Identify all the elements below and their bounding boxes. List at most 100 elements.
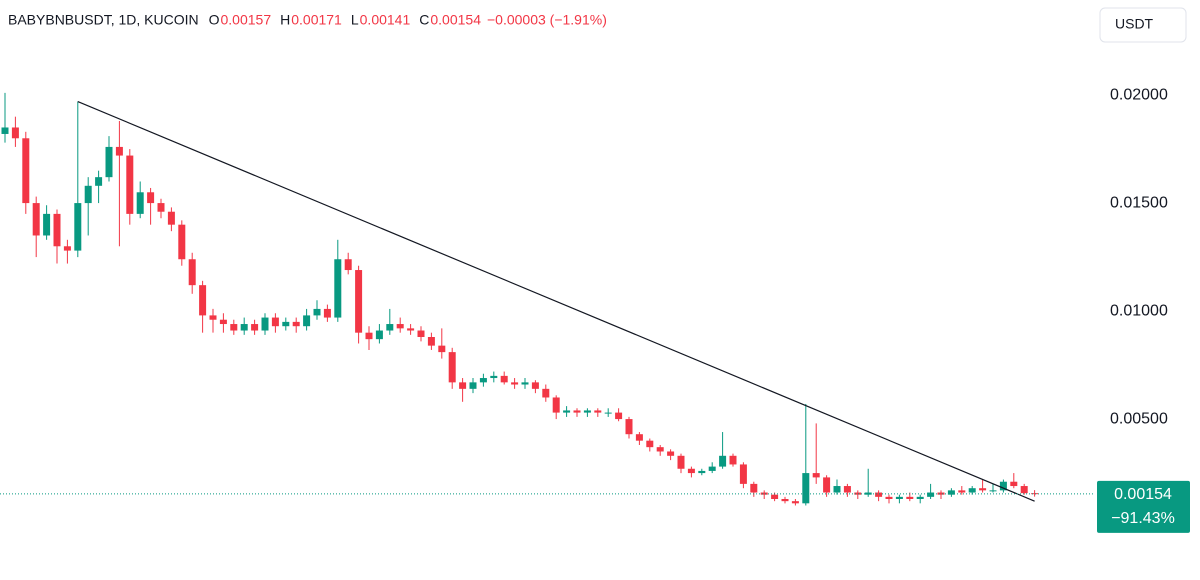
candle-body xyxy=(459,382,467,389)
candle-body xyxy=(885,496,893,499)
candle-body xyxy=(999,481,1007,491)
candle-body xyxy=(147,192,155,204)
candle-body xyxy=(989,490,997,492)
candle-body xyxy=(188,259,196,286)
candle-body xyxy=(303,315,311,327)
candle-body xyxy=(531,382,539,389)
candle-body xyxy=(854,492,862,495)
candle-body xyxy=(511,382,519,385)
candle-body xyxy=(667,451,675,456)
ohlc-value: 0.00141 xyxy=(360,12,411,28)
candle-body xyxy=(469,382,477,389)
candle-body xyxy=(407,328,415,331)
change-value: −0.00003 (−1.91%) xyxy=(487,12,607,28)
ohlc-value: 0.00171 xyxy=(291,12,342,28)
candle-body xyxy=(261,317,269,331)
trend-line xyxy=(77,101,1035,502)
candle-body xyxy=(230,324,238,331)
candle-body xyxy=(937,492,945,495)
candle-body xyxy=(604,412,612,414)
candle-body xyxy=(677,455,685,469)
candle-body xyxy=(396,324,404,329)
candle-body xyxy=(157,203,165,212)
candle-body xyxy=(563,410,571,413)
candle-body xyxy=(240,324,248,331)
candle-body xyxy=(479,378,487,383)
candle-body xyxy=(833,486,841,493)
candle-body xyxy=(136,192,144,214)
candle-body xyxy=(906,496,914,499)
currency-label[interactable]: USDT xyxy=(1115,16,1154,32)
candle-body xyxy=(656,447,664,452)
candle-body xyxy=(105,146,113,178)
candle-body xyxy=(802,473,810,504)
candle-body xyxy=(1031,493,1039,495)
candle-body xyxy=(739,464,747,484)
ohlc-key: H xyxy=(280,12,290,28)
candle-body xyxy=(11,127,19,139)
candle-body xyxy=(271,317,279,327)
candle-body xyxy=(594,410,602,413)
candle-body xyxy=(448,352,456,383)
candle-body xyxy=(219,319,227,325)
candle-body xyxy=(355,270,363,333)
candle-body xyxy=(115,146,123,156)
y-tick-label: 0.01500 xyxy=(1110,194,1168,211)
candle-body xyxy=(375,330,383,340)
candle-body xyxy=(427,337,435,346)
candle-body xyxy=(43,213,51,236)
candle-body xyxy=(947,490,955,495)
candle-body xyxy=(843,486,851,493)
candle-body xyxy=(1020,486,1028,494)
ohlc-key: O xyxy=(209,12,220,28)
candle-body xyxy=(84,185,92,204)
candle-body xyxy=(791,501,799,504)
y-tick-label: 0.00500 xyxy=(1110,410,1168,427)
candle-body xyxy=(334,259,342,318)
candle-body xyxy=(958,490,966,493)
candle-body xyxy=(63,246,71,251)
currency-button[interactable] xyxy=(1099,7,1187,43)
candle-body xyxy=(750,483,758,493)
candle-body xyxy=(916,496,924,499)
candle-body xyxy=(875,492,883,497)
candle-body xyxy=(729,455,737,465)
candle-body xyxy=(687,468,695,474)
candle-body xyxy=(573,410,581,413)
candle-body xyxy=(126,155,134,214)
candle-body xyxy=(53,213,61,247)
candle-body xyxy=(521,382,529,385)
candle-body xyxy=(864,492,872,495)
last-change-label: −91.43% xyxy=(1111,510,1175,527)
candle-body xyxy=(323,308,331,318)
candle-body xyxy=(625,419,633,435)
candle-body xyxy=(313,308,321,316)
candle-body xyxy=(32,203,40,236)
candle-body xyxy=(698,470,706,474)
candle-body xyxy=(167,211,175,225)
candle-body xyxy=(209,315,217,320)
last-price-label: 0.00154 xyxy=(1114,486,1172,503)
candle-body xyxy=(490,375,498,379)
candle-body xyxy=(895,496,903,499)
candle-body xyxy=(365,332,373,340)
plot-area xyxy=(0,92,1095,506)
candle-body xyxy=(344,259,352,271)
candle-body xyxy=(646,440,654,448)
candle-body xyxy=(719,455,727,467)
candle-body xyxy=(927,492,935,497)
candle-body xyxy=(386,324,394,331)
candle-body xyxy=(583,410,591,413)
candle-body xyxy=(282,321,290,327)
candle-body xyxy=(552,397,560,413)
symbol-title: BABYBNBUSDT, 1D, KUCOIN xyxy=(8,12,199,28)
header: BABYBNBUSDT, 1D, KUCOIN O 0.00157 H 0.00171… xyxy=(8,12,607,28)
candle-body xyxy=(199,285,207,316)
candle-body xyxy=(760,492,768,495)
candle-body xyxy=(251,324,259,331)
candle-body xyxy=(1,127,9,134)
ohlc-value: 0.00154 xyxy=(430,12,481,28)
candle-body xyxy=(708,466,716,471)
